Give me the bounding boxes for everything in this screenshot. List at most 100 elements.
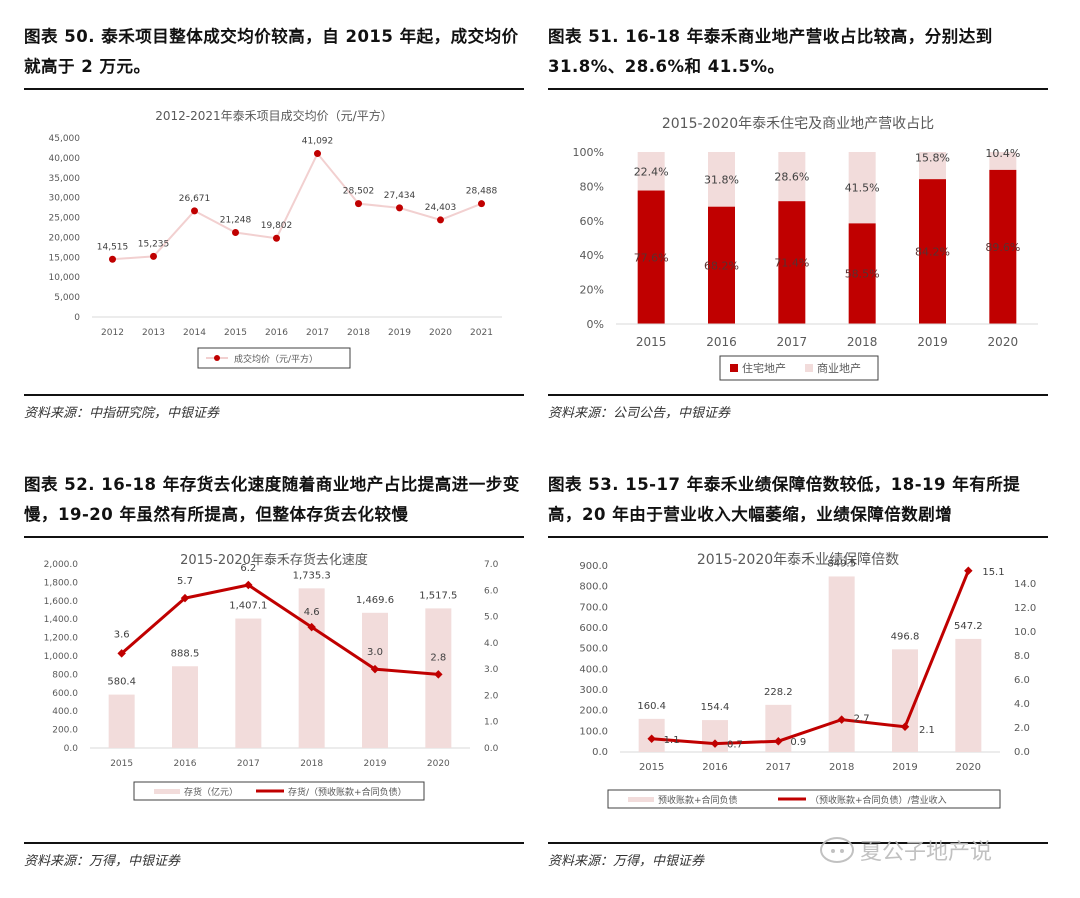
commercial-bar-segment (708, 152, 735, 207)
y-left-tick-label: 800.0 (52, 670, 78, 680)
inventory-turnover-combo-chart: 2015-2020年泰禾存货去化速度 0.0 200.0 400.0 600.0 800.… (24, 538, 524, 842)
avg-price-line-chart: 2012-2021年泰禾项目成交均价（元/平方） 0 5,000 10,000 15,0… (24, 90, 524, 394)
y-tick-label: 5,000 (54, 293, 80, 303)
y-tick-label: 20% (580, 284, 604, 297)
y-tick-label: 40% (580, 249, 604, 262)
y-right-tick-label: 2.0 (1014, 723, 1030, 734)
y-tick-label: 30,000 (49, 194, 81, 204)
bar-data-label: 580.4 (107, 677, 136, 688)
line-data-label: 3.0 (367, 647, 383, 658)
data-point (273, 234, 280, 242)
line-data-label: 4.6 (304, 607, 320, 618)
x-tick-label: 2018 (300, 759, 323, 769)
data-label: 28,502 (343, 187, 375, 197)
data-label: 28,488 (466, 187, 498, 197)
bar-data-label: 1,735.3 (293, 570, 331, 581)
y-right-tick-label: 4.0 (1014, 699, 1030, 710)
data-point (314, 150, 321, 158)
y-left-tick-label: 0.0 (64, 744, 79, 754)
x-tick-label: 2016 (265, 328, 288, 338)
legend-bar-label: 存货（亿元） (184, 786, 238, 798)
data-point (232, 228, 239, 236)
y-right-tick-label: 0.0 (484, 744, 499, 754)
x-tick-label: 2019 (917, 335, 948, 349)
data-label: 21,248 (220, 215, 252, 225)
x-tick-label: 2018 (829, 762, 854, 773)
x-tick-label: 2017 (237, 759, 260, 769)
y-left-tick-label: 1,800.0 (44, 578, 79, 588)
x-tick-label: 2017 (766, 762, 791, 773)
inventory-chart-svg: 2015-2020年泰禾存货去化速度 0.0 200.0 400.0 600.0 800.… (44, 552, 499, 801)
residential-bar-segment (708, 206, 735, 324)
figure-50-panel: 图表 50. 泰禾项目整体成交均价较高，自 2015 年起，成交均价就高于 2 … (24, 22, 524, 421)
residential-bar-segment (778, 201, 806, 324)
bar (108, 694, 135, 748)
y-left-tick-label: 600.0 (579, 623, 608, 634)
figure-53-panel: 图表 53. 15-17 年泰禾业绩保障倍数较低，18-19 年有所提高，20 … (548, 470, 1048, 869)
y-tick-label: 100% (573, 146, 604, 159)
line-data-label: 2.1 (919, 725, 935, 736)
data-point (150, 252, 157, 260)
x-tick-label: 2020 (956, 762, 981, 773)
legend-box (197, 347, 351, 369)
y-right-tick-label: 1.0 (484, 718, 499, 728)
y-left-tick-label: 400.0 (579, 664, 608, 675)
y-tick-label: 40,000 (49, 154, 81, 164)
line-marker (964, 566, 973, 576)
figure-51-source: 资料来源：公司公告，中银证券 (548, 394, 1048, 421)
line-marker (307, 622, 316, 632)
data-label: 24,403 (425, 203, 457, 213)
y-left-tick-label: 100.0 (579, 726, 608, 737)
chart-title: 2012-2021年泰禾项目成交均价（元/平方） (155, 108, 392, 123)
x-tick-label: 2013 (142, 328, 165, 338)
legend-bar-swatch (628, 797, 654, 802)
line-marker (647, 734, 656, 744)
line-data-label: 5.7 (177, 576, 193, 587)
y-left-tick-label: 700.0 (579, 602, 608, 613)
data-point (437, 216, 444, 224)
chart-title: 2015-2020年泰禾住宅及商业地产营收占比 (662, 116, 934, 132)
y-left-tick-label: 800.0 (579, 582, 608, 593)
data-label: 19,802 (261, 221, 293, 231)
x-tick-label: 2014 (183, 328, 206, 338)
data-label: 14,515 (97, 242, 129, 252)
y-right-tick-label: 14.0 (1014, 579, 1036, 590)
residential-bar-segment (919, 179, 946, 324)
x-tick-label: 2016 (706, 335, 737, 349)
bar-data-label: 888.5 (171, 648, 200, 659)
x-tick-label: 2018 (347, 328, 370, 338)
legend-label: 成交均价（元/平方） (234, 353, 318, 365)
y-left-tick-label: 200.0 (579, 706, 608, 717)
commercial-bar-segment (848, 152, 876, 224)
y-left-tick-label: 900.0 (579, 561, 608, 572)
y-right-tick-label: 6.0 (484, 586, 499, 596)
line-data-label: 1.1 (664, 735, 680, 746)
bar (298, 588, 325, 748)
x-tick-label: 2020 (427, 759, 450, 769)
y-left-tick-label: 1,200.0 (44, 634, 79, 644)
y-tick-label: 35,000 (49, 174, 81, 184)
y-right-tick-label: 5.0 (484, 613, 499, 623)
line-data-label: 3.6 (114, 629, 130, 640)
x-tick-label: 2012 (101, 328, 124, 338)
commercial-bar-segment (989, 152, 1017, 170)
y-tick-label: 25,000 (49, 214, 81, 224)
bar-data-label: 160.4 (637, 701, 666, 712)
legend-line-label: 存货/（预收账款+合同负债） (288, 786, 407, 798)
legend-marker (214, 355, 220, 361)
data-point (396, 204, 403, 212)
x-tick-label: 2017 (777, 335, 808, 349)
residential-data-label: 89.6% (985, 241, 1020, 254)
y-left-tick-label: 2,000.0 (44, 560, 79, 570)
line-marker (117, 649, 126, 658)
y-right-tick-label: 0.0 (1014, 747, 1030, 758)
line-data-label: 2.8 (430, 652, 446, 663)
residential-bar-segment (989, 169, 1017, 324)
y-tick-label: 80% (580, 180, 604, 193)
ratio-line (120, 583, 439, 676)
y-tick-label: 20,000 (49, 233, 81, 243)
line-marker (710, 739, 720, 748)
figure-52-heading: 图表 52. 16-18 年存货去化速度随着商业地产占比提高进一步变慢，19-2… (24, 470, 524, 538)
x-tick-label: 2015 (224, 328, 247, 338)
figure-52-source: 资料来源：万得，中银证券 (24, 842, 524, 869)
